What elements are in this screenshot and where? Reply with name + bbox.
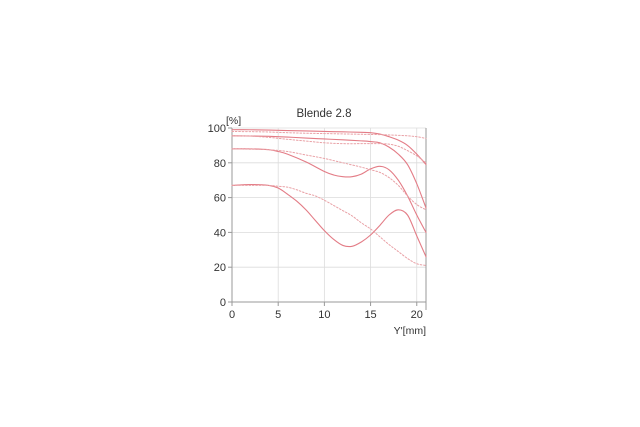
x-tick-label: 20 bbox=[411, 309, 423, 321]
tick-labels: 0 20 40 60 80 100 0 5 10 15 20 bbox=[208, 123, 423, 321]
chart-title: Blende 2.8 bbox=[297, 108, 352, 120]
y-tick-label: 60 bbox=[214, 193, 226, 205]
solid-series-line-0 bbox=[231, 129, 427, 166]
y-tick-label: 0 bbox=[220, 297, 226, 309]
series-group bbox=[231, 129, 427, 266]
grid bbox=[232, 127, 426, 302]
dotted-series-line-3 bbox=[231, 135, 427, 164]
y-tick-label: 100 bbox=[208, 123, 226, 135]
x-tick-label: 10 bbox=[318, 309, 330, 321]
solid-series-line-4 bbox=[231, 148, 427, 233]
dotted-series-line-1 bbox=[231, 130, 427, 139]
y-tick-label: 40 bbox=[214, 227, 226, 239]
y-tick-label: 80 bbox=[214, 158, 226, 170]
x-tick-label: 0 bbox=[229, 309, 235, 321]
y-axis-title: [%] bbox=[226, 115, 241, 127]
dotted-series-line-5 bbox=[231, 148, 427, 211]
solid-series-line-6 bbox=[231, 183, 427, 258]
y-tick-label: 20 bbox=[214, 262, 226, 274]
x-tick-label: 15 bbox=[364, 309, 376, 321]
dotted-series-line-7 bbox=[231, 184, 427, 266]
axes bbox=[228, 127, 427, 310]
x-tick-label: 5 bbox=[275, 309, 281, 321]
solid-series-line-2 bbox=[231, 135, 427, 209]
x-axis-title: Y'[mm] bbox=[394, 325, 426, 337]
